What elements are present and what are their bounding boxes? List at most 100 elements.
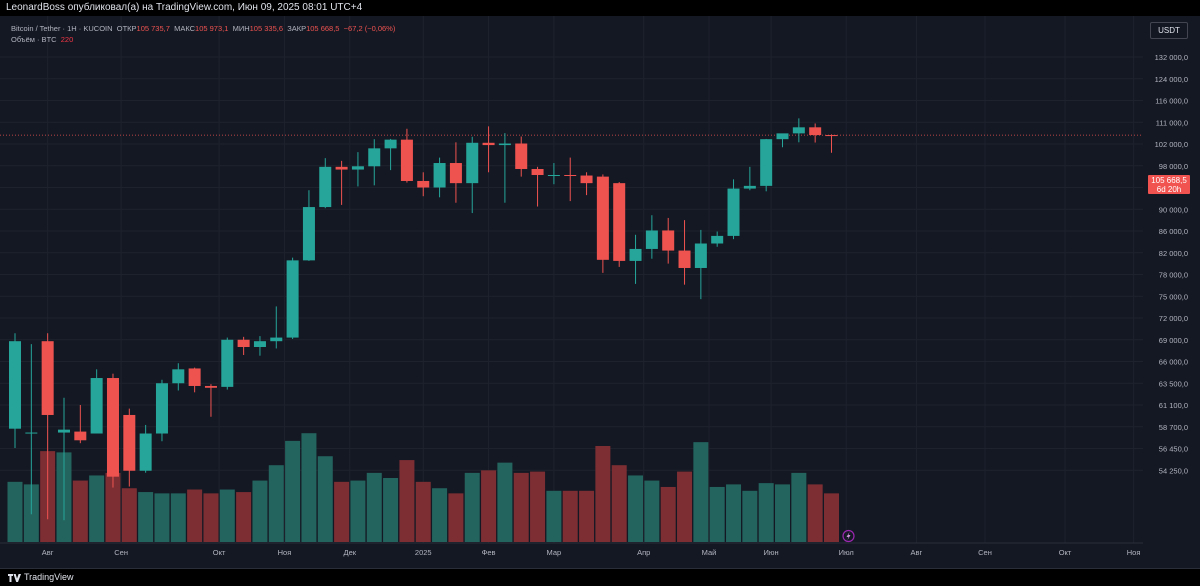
volume-bar: [791, 472, 807, 542]
candlestick-chart[interactable]: 132 000,0 124 000,0 116 000,0 111 000,0 102 …: [0, 16, 1200, 568]
candle-body: [433, 163, 446, 188]
volume-bar: [644, 480, 660, 542]
candle-body: [270, 337, 283, 342]
volume-bar: [579, 490, 595, 542]
volume-bar: [628, 475, 644, 542]
candle-body: [743, 185, 756, 189]
time-axis-label: Авг: [42, 548, 54, 557]
volume-bar: [219, 489, 235, 542]
price-axis-label: 63 500,0: [1159, 379, 1188, 388]
time-axis-label: Июл: [839, 548, 854, 557]
volume-bar: [203, 493, 219, 542]
chart-area[interactable]: 132 000,0 124 000,0 116 000,0 111 000,0 102 …: [0, 16, 1200, 569]
brand-name: TradingView: [24, 572, 74, 582]
low-value: 105 335,6: [249, 24, 284, 33]
volume-bar: [366, 472, 382, 542]
volume-bar: [546, 490, 562, 542]
price-axis-label: 66 000,0: [1159, 358, 1188, 367]
candle-body: [809, 127, 822, 136]
price-axis-label: 116 000,0: [1155, 97, 1188, 106]
time-axis-label: 2025: [415, 548, 432, 557]
volume-bar: [693, 442, 709, 542]
candle-body: [727, 188, 740, 236]
candle-body: [172, 369, 185, 384]
candle-body: [204, 385, 217, 388]
candle-body: [564, 174, 577, 176]
volume-bar: [611, 465, 627, 542]
volume-bar: [89, 475, 105, 542]
lightning-bolt: [846, 532, 851, 540]
time-axis-label: Апр: [637, 548, 650, 557]
candle-body: [188, 368, 201, 386]
volume-bar: [187, 489, 203, 542]
volume-bar: [285, 440, 301, 542]
candle-body: [123, 414, 136, 471]
volume-label[interactable]: Объём · BTC: [11, 35, 57, 44]
symbol-legend: Bitcoin / Tether · 1Н · KUCOIN ОТКР105 7…: [11, 24, 395, 33]
candle-body: [498, 143, 511, 146]
candle-body: [776, 133, 789, 140]
volume-bar: [7, 481, 23, 542]
volume-bar: [677, 471, 693, 542]
candle-body: [25, 432, 38, 434]
candle-body: [678, 250, 691, 268]
price-axis-label: 132 000,0: [1155, 53, 1188, 62]
candle-body: [368, 148, 381, 167]
candle-body: [90, 378, 103, 434]
change-value: −67,2 (−0,06%): [343, 24, 396, 33]
lightning-icon: [842, 529, 855, 543]
candle-body: [319, 166, 332, 208]
volume-bar: [660, 486, 676, 542]
volume-bar: [726, 484, 742, 542]
price-axis-label: 54 250,0: [1159, 466, 1188, 475]
volume-bar: [562, 490, 578, 542]
candle-body: [466, 142, 479, 184]
candle-body: [515, 143, 528, 170]
volume-bar: [415, 481, 431, 542]
volume-bar: [464, 472, 480, 542]
tradingview-logo-icon: [8, 574, 21, 582]
high-value: 105 973,1: [195, 24, 229, 33]
candle-body: [825, 135, 838, 137]
candle-body: [711, 235, 724, 244]
volume-bar: [105, 472, 121, 542]
price-axis-label: 78 000,0: [1159, 271, 1188, 280]
candle-body: [417, 180, 430, 188]
volume-bar: [448, 493, 464, 542]
candle-body: [384, 139, 397, 149]
candle-body: [286, 260, 299, 338]
volume-bar: [383, 478, 399, 542]
price-axis-label: 98 000,0: [1159, 162, 1188, 171]
volume-bar: [758, 483, 774, 542]
volume-bar: [301, 433, 317, 542]
volume-bar: [334, 481, 350, 542]
volume-bar: [742, 490, 758, 542]
volume-bar: [481, 470, 497, 542]
candle-body: [629, 248, 642, 261]
publisher-text: LeonardBoss опубликовал(а) на TradingVie…: [6, 2, 363, 13]
candle-body: [221, 339, 234, 387]
volume-bar: [268, 465, 284, 542]
candle-body: [57, 429, 70, 433]
candle-body: [253, 341, 266, 347]
volume-bar: [824, 493, 839, 542]
volume-bar: [513, 472, 529, 542]
symbol-name[interactable]: Bitcoin / Tether · 1Н · KUCOIN: [11, 24, 113, 33]
price-axis-label: 102 000,0: [1155, 140, 1188, 149]
candle-body: [74, 431, 87, 441]
volume-bar: [236, 492, 252, 542]
candle-body: [482, 142, 495, 146]
open-value: 105 735,7: [136, 24, 170, 33]
candle-body: [613, 183, 626, 261]
candle-body: [531, 169, 544, 175]
candle-body: [302, 207, 315, 261]
volume-bar: [121, 488, 137, 542]
footer-bar: TradingView: [0, 569, 1200, 586]
currency-button[interactable]: USDT: [1150, 22, 1188, 39]
bar-countdown: 6d 20h: [1156, 185, 1182, 194]
candle-body: [449, 163, 462, 184]
close-label: ЗАКР: [287, 24, 307, 33]
time-axis-label: Ноя: [1127, 548, 1141, 557]
price-axis-label: 58 700,0: [1159, 423, 1188, 432]
volume-bar: [317, 456, 333, 542]
